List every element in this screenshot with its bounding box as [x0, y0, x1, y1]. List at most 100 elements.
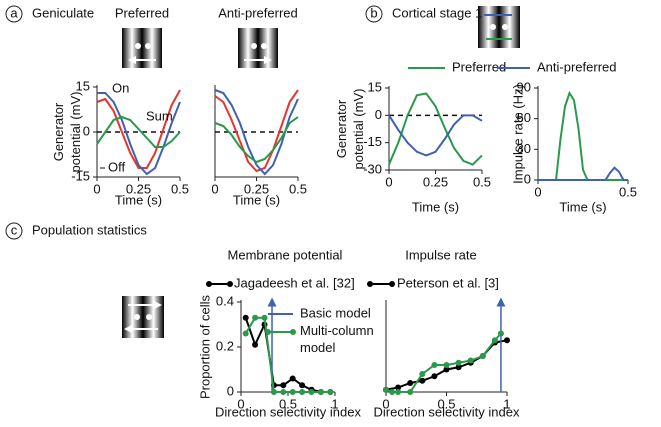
x-tick-label: 0: [211, 181, 218, 196]
data-point: [299, 389, 306, 395]
data-point: [299, 382, 306, 389]
y-axis-label: Impulse rate (Hz): [510, 84, 525, 184]
axis: [385, 300, 507, 393]
data-point: [327, 389, 334, 395]
y-axis-label: Proportion of cells: [197, 294, 212, 399]
y-axis-label: Generator potential (mV): [334, 89, 366, 170]
y-tick-label: 0: [227, 383, 234, 398]
y-tick-label: 0.4: [216, 293, 234, 308]
x-tick-label: 0.5: [279, 396, 297, 411]
chart-title: Membrane potential: [228, 247, 343, 262]
y-tick-label: -15: [71, 168, 90, 183]
panel-badge: [5, 222, 23, 240]
y-tick-label: 0: [375, 107, 382, 122]
x-axis-label: Direction selectivity index: [374, 404, 520, 419]
x-tick-label: 0: [382, 396, 389, 411]
data-point: [261, 314, 268, 321]
y-tick-label: 15: [368, 79, 382, 94]
x-tick-label: 1: [331, 396, 338, 411]
data-point: [455, 364, 462, 371]
data-point: [497, 330, 504, 337]
chart-title: Impulse rate: [405, 247, 477, 262]
x-axis-label: Time (s): [559, 199, 606, 214]
data-point: [504, 337, 510, 344]
legend-label: Basic model: [300, 305, 371, 320]
chart-title: Anti-preferred: [218, 5, 297, 20]
panel-label: a: [10, 5, 18, 20]
data-point: [479, 353, 486, 359]
data-point: [407, 389, 414, 395]
data-point: [431, 373, 438, 380]
data-point: [252, 341, 259, 348]
x-tick-label: 0.25: [126, 181, 151, 196]
legend-marker: [367, 281, 373, 287]
y-tick-label: -15: [363, 134, 382, 149]
data-point: [242, 330, 249, 337]
data-point: [407, 380, 414, 386]
stimulus-icon: [238, 28, 278, 68]
data-point: [280, 389, 287, 395]
x-tick-label: 0.25: [423, 174, 448, 189]
series-line: [244, 316, 331, 393]
data-point: [270, 389, 277, 395]
x-axis-label: Direction selectivity index: [215, 404, 361, 419]
legend-marker: [206, 281, 212, 287]
x-tick-label: 0.5: [171, 181, 189, 196]
series-label: Sum: [146, 108, 173, 123]
panel-badge: [5, 5, 23, 23]
legend-label: Anti-preferred: [537, 59, 616, 74]
data-point: [431, 362, 438, 368]
y-tick-label: 90: [517, 79, 531, 94]
series-label: Off: [108, 159, 125, 174]
x-tick-label: 0.5: [289, 181, 307, 196]
legend-label: Multi-column model: [300, 323, 374, 355]
y-tick-label: 15: [76, 78, 90, 93]
series-label: On: [112, 80, 129, 95]
stimulus-icon: [478, 6, 520, 48]
data-point: [383, 386, 389, 393]
legend-marker: [290, 329, 296, 335]
data-point: [317, 389, 324, 395]
data-point: [242, 314, 249, 321]
x-tick-label: 0: [385, 174, 392, 189]
data-point: [252, 314, 259, 321]
data-point: [308, 389, 315, 395]
data-point: [280, 382, 287, 389]
legend-label: Peterson et al. [3]: [397, 275, 499, 290]
data-point: [455, 359, 462, 366]
x-tick-label: 0: [237, 396, 244, 411]
x-tick-label: 1: [503, 396, 510, 411]
y-tick-label: 0.2: [216, 338, 234, 353]
series-line: [538, 166, 628, 181]
x-tick-label: 0.25: [244, 181, 269, 196]
stimulus-icon: [122, 296, 164, 338]
y-tick-label: 0: [524, 171, 531, 186]
y-tick-label: 60: [517, 110, 531, 125]
panel-badge: [365, 5, 383, 23]
series-line: [244, 317, 331, 393]
series-line: [96, 89, 181, 169]
data-point: [389, 389, 396, 395]
legend-marker: [227, 281, 233, 287]
x-tick-label: 0.5: [473, 174, 491, 189]
series-line: [385, 332, 502, 393]
data-point: [443, 362, 450, 368]
series-line: [96, 115, 181, 148]
data-point: [419, 371, 426, 377]
data-point: [419, 377, 426, 384]
data-point: [467, 357, 474, 364]
x-axis-label: Time (s): [115, 192, 162, 207]
x-tick-label: 0: [93, 181, 100, 196]
series-line: [214, 89, 299, 173]
panel-title: Geniculate: [32, 5, 94, 20]
y-tick-label: -30: [363, 161, 382, 176]
legend-marker: [389, 281, 395, 287]
panel-title: Population statistics: [32, 222, 147, 237]
x-tick-label: 0.5: [619, 184, 637, 199]
data-point: [289, 375, 296, 382]
data-point: [395, 384, 402, 391]
stimulus-icon: [122, 28, 162, 68]
x-axis-label: Time (s): [233, 192, 280, 207]
series-line: [388, 114, 483, 157]
